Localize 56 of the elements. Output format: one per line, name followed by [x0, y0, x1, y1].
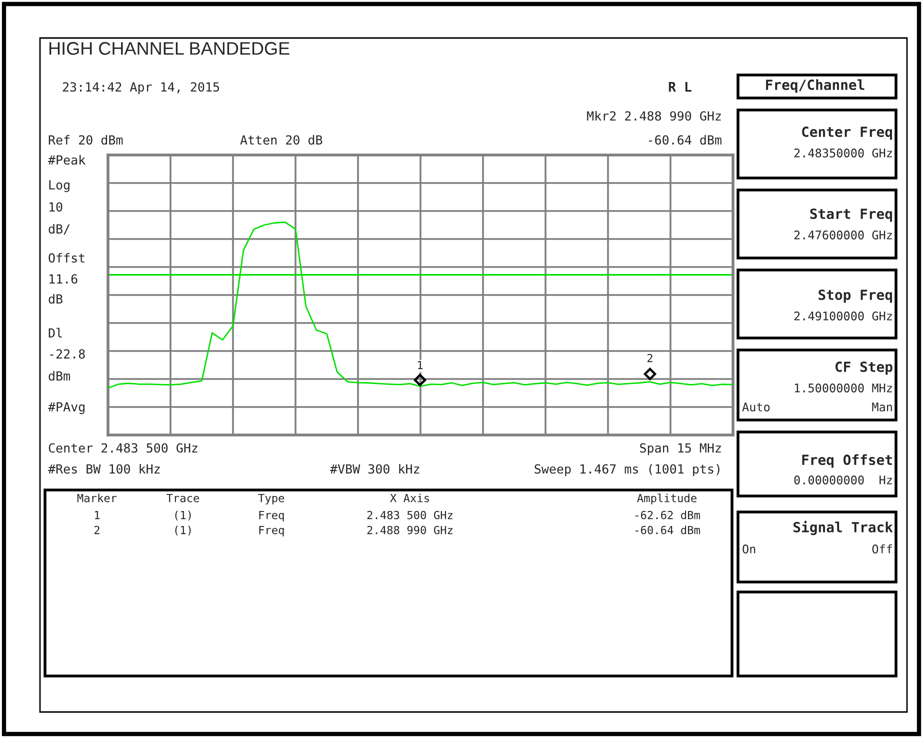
text: 11.6 — [50, 274, 78, 284]
text: dB — [48, 294, 62, 304]
text: 2.483 500 GHz — [367, 510, 452, 520]
text: 2.47600000 GHz — [794, 230, 892, 240]
text: Offst — [48, 252, 84, 263]
chart-title: HIGH CHANNEL BANDEDGE — [49, 42, 290, 55]
text: -22.8 — [50, 349, 85, 359]
text: Stop Freq — [818, 290, 892, 303]
text: #VBW 300 kHz — [330, 464, 420, 474]
text: Log — [49, 180, 70, 192]
text: Ref 20 dBm — [48, 134, 123, 145]
text: dBm — [48, 370, 70, 381]
text: Signal Track — [794, 520, 893, 536]
text: 2.49100000 GHz — [794, 312, 892, 320]
text: Center 2.483 500 GHz — [48, 443, 198, 453]
text: Freq/Channel — [766, 79, 864, 93]
text: Trace — [166, 494, 200, 502]
text: R L — [668, 82, 692, 92]
annotation: 1 — [418, 360, 423, 370]
annotation: 2 — [647, 354, 652, 362]
text: Span 15 MHz — [640, 443, 721, 456]
text: Freq — [259, 510, 284, 522]
text: Start Freq — [810, 208, 892, 222]
text: 1.50000000 MHz — [794, 384, 892, 392]
text: Freq Offset — [802, 454, 892, 468]
text: Marker — [77, 494, 117, 502]
text: On — [742, 544, 756, 554]
text: 2 — [94, 526, 100, 534]
text: Mkr2 2.488 990 GHz — [587, 110, 721, 121]
text: 0.00000000 Hz — [794, 476, 892, 484]
text: (1) — [175, 510, 191, 521]
text: dB/ — [48, 224, 70, 235]
text: 2.488 990 GHz — [367, 526, 452, 534]
text: (1) — [175, 526, 191, 536]
text: CF Step — [836, 362, 892, 375]
text: Dl — [48, 328, 62, 338]
text: Type — [258, 494, 284, 504]
text: #Res BW 100 kHz — [48, 464, 160, 474]
text: 10 — [50, 202, 62, 212]
text: Sweep 1.467 ms (1001 pts) — [534, 464, 720, 476]
text: 2.48350000 GHz — [794, 148, 892, 158]
text: -62.62 dBm — [635, 510, 700, 520]
text: #Peak — [48, 154, 86, 165]
text: 23:14:42 Apr 14, 2015 — [62, 82, 220, 94]
text: #PAvg — [48, 402, 84, 414]
text: -60.64 dBm — [635, 526, 700, 534]
text: -60.64 dBm — [648, 134, 722, 145]
text: Man — [872, 402, 892, 412]
text: 1 — [94, 510, 100, 520]
text: Off — [872, 544, 892, 554]
text: Freq — [259, 526, 284, 536]
text: Auto — [742, 402, 770, 412]
text: Atten 20 dB — [240, 134, 322, 145]
text: Amplitude — [637, 494, 696, 504]
text: X Axis — [390, 494, 429, 502]
text: Center Freq — [802, 126, 892, 140]
